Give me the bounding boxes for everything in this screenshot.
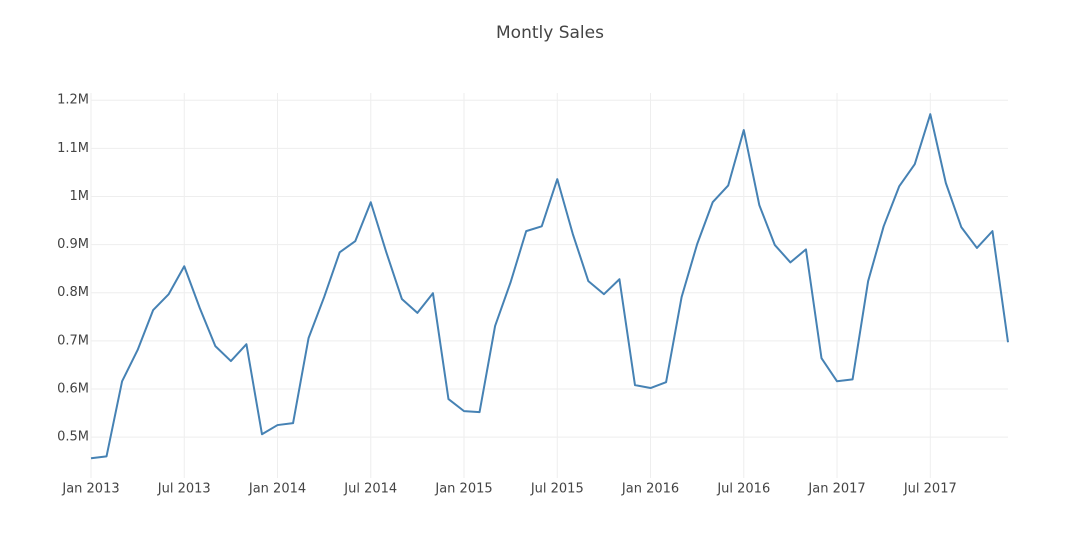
y-tick-label: 0.8M <box>57 285 89 300</box>
x-tick-label: Jul 2015 <box>530 482 584 497</box>
x-tick-label: Jul 2016 <box>716 482 770 497</box>
x-tick-label: Jul 2017 <box>903 482 957 497</box>
y-tick-label: 0.6M <box>57 381 89 396</box>
y-tick-label: 1M <box>70 189 90 204</box>
x-tick-label: Jan 2014 <box>248 482 306 497</box>
x-tick-label: Jan 2017 <box>807 482 865 497</box>
sales-line <box>90 113 1009 460</box>
x-tick-label: Jul 2014 <box>343 482 397 497</box>
y-tick-label: 0.7M <box>57 333 89 348</box>
x-tick-label: Jul 2013 <box>157 482 211 497</box>
y-tick-label: 1.2M <box>57 93 89 108</box>
x-tick-label: Jan 2016 <box>621 482 679 497</box>
x-tick-label: Jan 2015 <box>434 482 492 497</box>
y-tick-label: 0.9M <box>57 237 89 252</box>
x-tick-label: Jan 2013 <box>61 482 119 497</box>
y-tick-label: 1.1M <box>57 141 89 156</box>
y-tick-label: 0.5M <box>57 430 89 445</box>
chart-title: Montly Sales <box>496 23 604 43</box>
